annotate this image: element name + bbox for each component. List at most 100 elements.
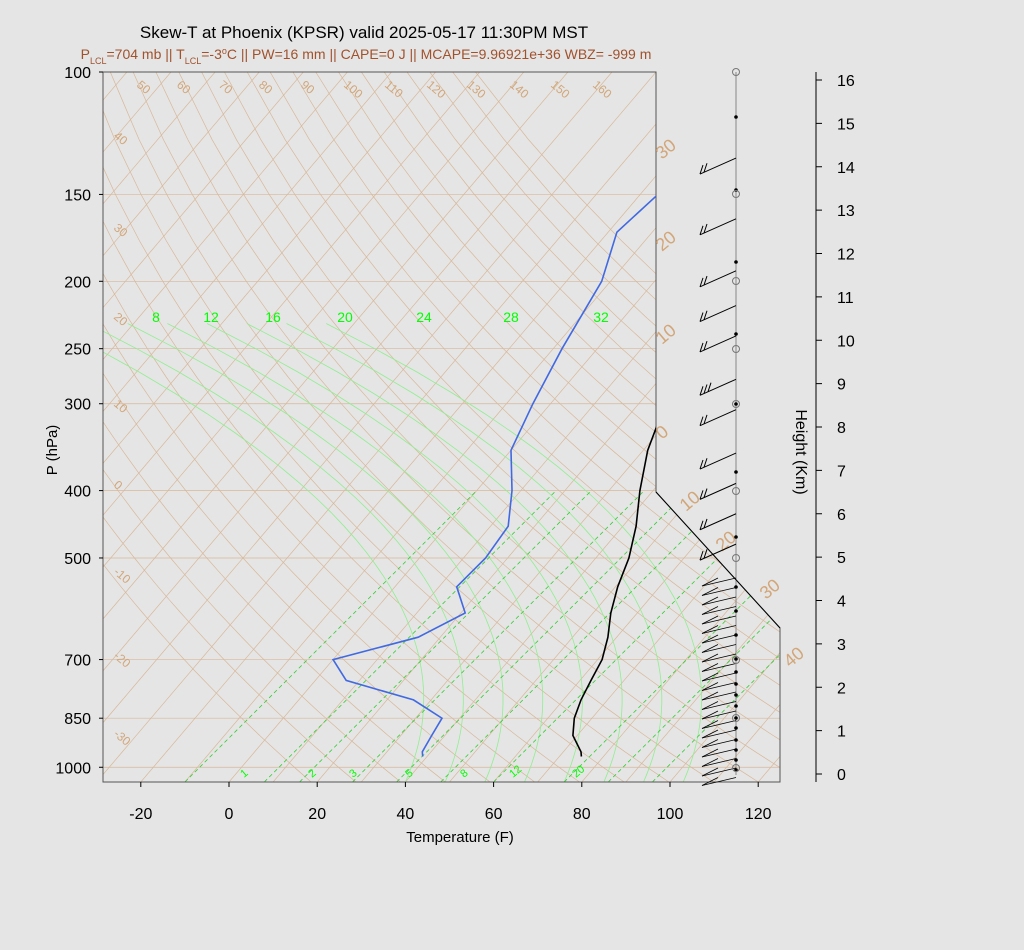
wind-barb-flag [699,225,704,235]
height-marker-dot [734,726,738,730]
wind-barb-flag [707,382,712,392]
mixing-ratio-label: 3 [347,767,359,780]
wind-barb [699,270,737,288]
height-tick-label: 14 [837,160,855,177]
chart-subtitle: PLCL=704 mb || TLCL=-3oC || PW=16 mm || … [81,46,652,66]
height-marker-circle [732,190,740,198]
height-marker-dot [734,670,738,674]
dry-adiabat-line [103,72,312,782]
height-marker-dot [734,332,738,336]
height-marker-dot [734,402,738,406]
wind-barb-flag [699,459,704,470]
wind-barb [701,644,737,653]
x-tick-label: 0 [225,806,234,823]
height-marker-dot [734,738,738,742]
wind-barb-flag [699,386,704,396]
wind-barb [701,653,737,663]
mixing-ratio-label: 24 [416,309,432,325]
wind-barb-flag [699,550,704,561]
height-marker-circle [732,345,740,353]
dry-adiabat-line [224,72,780,782]
height-tick-label: 5 [837,550,846,567]
wind-barb [699,409,737,427]
mixing-ratio-label: 2 [306,767,318,780]
height-marker-dot [734,115,738,119]
dry-adiabat-label: 10 [676,487,704,515]
wind-barb [701,710,737,720]
wind-barb-flag [703,384,708,394]
dry-adiabat-line [315,72,780,782]
wind-barb-flag [701,720,719,729]
mixing-ratio-line [563,490,780,782]
y-tick-label: 100 [64,65,91,82]
wind-barb-flag [701,682,719,691]
isotherm-line [103,72,436,782]
y-tick-label: 500 [64,551,91,568]
wind-barb [701,596,737,606]
wind-barb [701,777,737,786]
wind-barb [701,663,737,672]
height-marker-dot [734,633,738,637]
wind-barb-flag [701,577,719,587]
x-tick-label: -20 [129,806,152,823]
height-tick-label: 6 [837,507,846,524]
height-tick-label: 1 [837,724,846,741]
height-marker-dot [734,260,738,264]
wind-barb-flag [701,644,719,653]
dry-adiabat-line [269,72,780,782]
moist-adiabat-line [167,323,544,782]
moist-adiabat-line [127,323,504,782]
wind-barb-flag [701,729,719,739]
mixing-ratio-label: 20 [570,763,587,780]
mixing-ratio-line [396,490,689,782]
height-marker-circle [732,487,740,495]
isotherm-line [103,72,613,782]
dry-adiabat-line [201,72,780,782]
x-tick-label: 60 [485,806,503,823]
dry-adiabat-line [103,72,535,782]
wind-barb [699,157,737,175]
wind-barb-flag [703,518,708,529]
wind-barb-flag [701,777,719,786]
wind-barb [699,218,737,236]
isotherm-label: 160 [590,78,615,102]
dewpoint-profile [331,72,780,757]
isotherm-line [405,72,780,782]
wind-barb-flag [701,606,719,615]
y-tick-label: 400 [64,484,91,501]
isotherm-label: 40 [111,129,130,149]
isotherm-label: 10 [111,397,130,417]
wind-barb [699,452,737,470]
wind-barbs [655,68,781,786]
y-tick-label: 1000 [55,760,91,777]
height-tick-label: 13 [837,203,855,220]
wind-barb [701,748,737,758]
isotherm-line [140,72,745,782]
dry-adiabat-line [103,72,357,782]
dry-adiabat-line [475,72,780,782]
isotherm-line [935,72,1024,782]
wind-barb-flag [701,596,719,606]
height-tick-label: 7 [837,463,846,480]
mixing-ratio-line [299,490,592,782]
wind-barb-flag [701,701,719,710]
isotherm-line [103,72,216,782]
isotherm-line [103,72,348,782]
height-tick-label: 15 [837,116,855,133]
height-tick-label: 11 [837,290,854,307]
wind-barb-flag [701,634,719,644]
height-marker-circle [732,400,740,408]
height-marker-circle [732,277,740,285]
isotherm-line [103,72,392,782]
isotherm-line [891,72,1024,782]
y-tick-label: 200 [64,274,91,291]
isotherm-label: 30 [111,221,130,241]
wind-barb-flag [703,310,708,320]
height-marker-circle [732,714,740,722]
wind-barb-flag [703,163,708,173]
wind-barb [701,606,737,615]
dry-adiabat-line [155,72,780,782]
x-tick-label: 40 [397,806,415,823]
moist-adiabat-line [103,323,464,782]
wind-barb [701,625,737,634]
